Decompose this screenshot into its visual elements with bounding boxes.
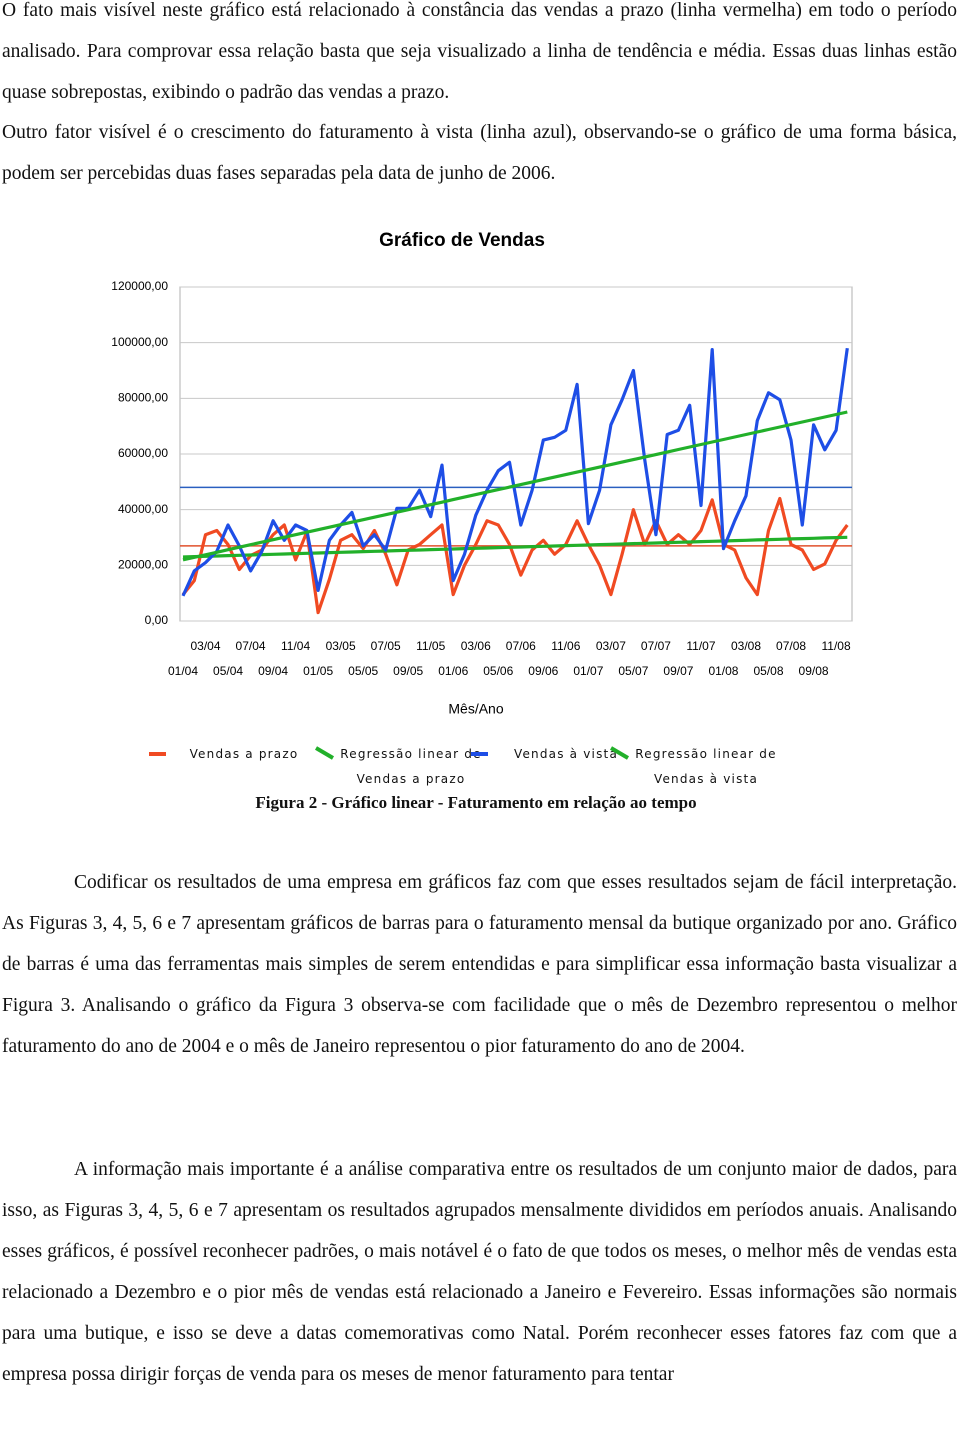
- series-line: [181, 347, 849, 597]
- y-tick-label: 100000,00: [111, 335, 168, 349]
- x-tick-label: 05/08: [754, 664, 784, 678]
- legend-label: Regressão linear de Vendas a prazo: [340, 747, 482, 786]
- chart-title: Gráfico de Vendas: [379, 230, 545, 251]
- x-tick-label: 11/05: [416, 639, 445, 653]
- x-tick-label: 11/07: [686, 639, 715, 653]
- x-tick-label: 05/07: [618, 664, 648, 678]
- x-tick-label: 07/06: [506, 639, 536, 653]
- legend-line: [610, 746, 630, 760]
- legend-swatch: [149, 752, 166, 756]
- legend: Vendas a prazo Regressão linear de Vendas…: [0, 742, 960, 792]
- x-tick-label: 07/04: [236, 639, 266, 653]
- y-tick-label: 0,00: [145, 613, 169, 627]
- x-tick-label: 07/08: [776, 639, 806, 653]
- series-line: [182, 410, 848, 562]
- x-tick-label: 11/04: [281, 639, 310, 653]
- x-tick-label: 03/08: [731, 639, 761, 653]
- x-tick-label: 07/07: [641, 639, 671, 653]
- y-tick-label: 120000,00: [111, 279, 168, 293]
- legend-swatch: [610, 746, 630, 760]
- paragraph: Codificar os resultados de uma empresa e…: [2, 872, 957, 1057]
- legend-swatch: [315, 746, 335, 760]
- legend-label: Regressão linear de Vendas à vista: [635, 747, 777, 786]
- x-tick-label: 05/05: [348, 664, 378, 678]
- legend-swatch: [471, 752, 488, 756]
- y-tick-label: 60000,00: [118, 446, 168, 460]
- x-tick-label: 03/04: [191, 639, 221, 653]
- figure-caption: Figura 2 - Gráfico linear - Faturamento …: [255, 793, 697, 812]
- x-tick-label: 05/06: [483, 664, 513, 678]
- x-tick-label: 01/06: [438, 664, 468, 678]
- x-tick-label: 03/07: [596, 639, 626, 653]
- x-tick-label: 09/07: [663, 664, 693, 678]
- x-tick-label: 11/06: [551, 639, 580, 653]
- x-tick-label: 01/07: [573, 664, 603, 678]
- x-tick-label: 09/06: [528, 664, 558, 678]
- x-tick-label: 05/04: [213, 664, 243, 678]
- paragraph: A informação mais importante é a análise…: [2, 1159, 957, 1385]
- x-tick-label: 09/04: [258, 664, 288, 678]
- legend-label: Vendas a prazo: [189, 747, 299, 761]
- x-tick-label: 03/06: [461, 639, 491, 653]
- chart: Gráfico de Vendas Mês/Ano 0,00 20000,00 40…: [111, 230, 853, 717]
- x-axis-label: Mês/Ano: [448, 701, 503, 717]
- series-line: [182, 535, 848, 559]
- y-tick-label: 80000,00: [118, 391, 168, 405]
- x-tick-label: 01/04: [168, 664, 198, 678]
- legend-line: [315, 746, 335, 760]
- y-tick-label: 40000,00: [118, 502, 168, 516]
- paragraph: Outro fator visível é o crescimento do f…: [2, 122, 957, 184]
- x-tick-label: 09/05: [393, 664, 423, 678]
- x-tick-label: 01/08: [708, 664, 738, 678]
- x-tick-label: 07/05: [371, 639, 401, 653]
- y-tick-label: 20000,00: [118, 558, 168, 572]
- x-tick-label: 11/08: [822, 639, 851, 653]
- paragraph: O fato mais visível neste gráfico está r…: [2, 0, 957, 103]
- x-tick-label: 03/05: [326, 639, 356, 653]
- x-tick-label: 01/05: [303, 664, 333, 678]
- legend-label: Vendas à vista: [513, 747, 619, 761]
- x-tick-label: 09/08: [799, 664, 829, 678]
